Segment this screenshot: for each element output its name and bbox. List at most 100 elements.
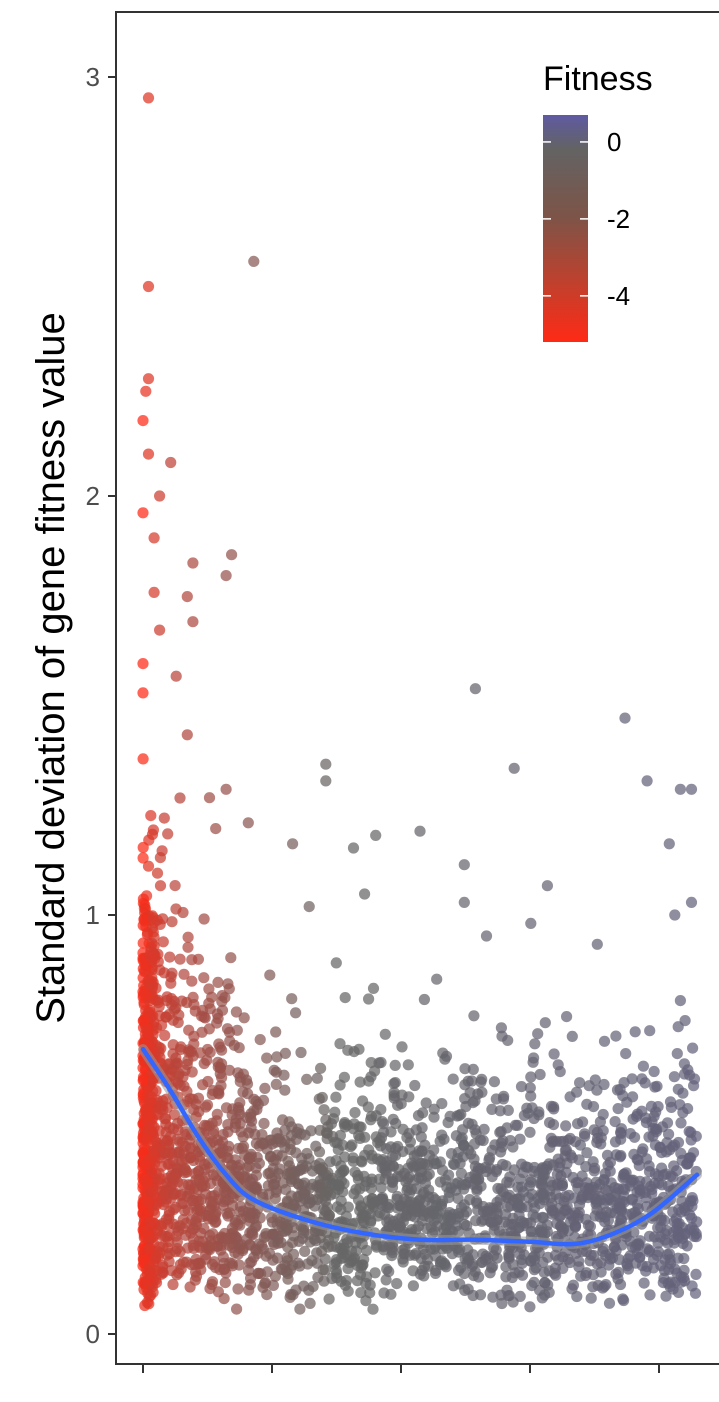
legend-breaks: 0 -2 -4 (543, 127, 630, 311)
data-point (355, 1287, 367, 1299)
data-point (369, 1065, 381, 1077)
data-point (320, 1114, 332, 1126)
data-point (555, 1170, 567, 1182)
data-point (295, 1046, 307, 1059)
data-point (330, 1091, 342, 1103)
data-point (253, 1157, 265, 1169)
data-point (597, 1108, 609, 1121)
data-point (162, 1149, 174, 1161)
data-point (684, 1224, 696, 1236)
data-point (248, 255, 260, 267)
data-point (610, 1268, 622, 1280)
data-point (526, 1102, 538, 1114)
data-point (600, 1279, 612, 1291)
data-point (330, 957, 342, 969)
data-point (339, 1121, 351, 1133)
data-point (323, 1293, 335, 1305)
data-point (161, 1231, 173, 1243)
data-point (572, 1209, 584, 1221)
data-point (215, 1244, 227, 1256)
data-point (138, 913, 150, 926)
data-point (335, 1195, 347, 1207)
data-point (207, 1128, 219, 1140)
legend-colorbar (543, 115, 588, 342)
data-point (491, 1214, 503, 1226)
data-point (179, 1205, 191, 1217)
data-point (672, 1136, 685, 1149)
data-point (361, 1271, 373, 1283)
data-point (565, 1149, 577, 1161)
data-point (275, 1263, 287, 1275)
data-point (560, 1120, 572, 1132)
data-point (538, 1169, 551, 1181)
data-point (303, 901, 315, 913)
data-point (473, 1271, 485, 1283)
data-point (281, 1255, 294, 1267)
data-point (591, 938, 603, 950)
data-point (266, 1138, 278, 1150)
data-point (381, 1201, 393, 1213)
data-point (516, 1257, 528, 1269)
data-point (201, 1120, 213, 1132)
data-point (145, 810, 157, 822)
data-point (517, 1220, 529, 1232)
data-point (346, 1139, 358, 1151)
data-point (455, 1134, 467, 1146)
data-point (508, 762, 520, 774)
data-point (188, 1038, 200, 1050)
data-point (620, 1167, 632, 1179)
data-point (468, 1010, 480, 1022)
data-point (428, 1111, 440, 1123)
data-point (209, 1216, 221, 1229)
data-point (541, 880, 554, 892)
data-point (223, 983, 235, 995)
data-point (436, 1164, 449, 1176)
legend-title: Fitness (543, 60, 653, 98)
data-point (231, 1303, 243, 1315)
data-point (507, 1296, 519, 1308)
data-point (411, 1160, 423, 1172)
data-point (252, 1267, 264, 1280)
data-point (409, 1079, 421, 1092)
data-point (648, 1065, 660, 1078)
data-point (174, 953, 186, 965)
data-point (366, 1173, 378, 1185)
data-point (168, 1109, 180, 1121)
data-point (514, 1201, 526, 1213)
data-point (452, 1177, 464, 1189)
data-point (445, 1212, 457, 1224)
data-point (684, 1069, 696, 1081)
data-point (472, 1204, 484, 1216)
data-point (224, 1257, 236, 1269)
data-point (636, 1073, 648, 1085)
data-point (159, 1189, 171, 1201)
data-point (398, 1167, 410, 1180)
data-point (648, 1110, 660, 1122)
data-point (478, 1123, 490, 1135)
data-point (137, 852, 149, 864)
data-point (339, 1151, 351, 1163)
data-point (492, 1182, 504, 1195)
data-point (495, 1022, 507, 1034)
data-point (254, 1034, 266, 1046)
data-point (637, 1143, 649, 1155)
data-point (409, 1249, 421, 1261)
data-point (314, 1124, 326, 1136)
data-point (664, 1096, 677, 1108)
data-point (142, 1196, 154, 1208)
data-point (342, 1285, 354, 1297)
data-point (679, 1015, 691, 1027)
data-point (142, 280, 155, 293)
data-point (663, 838, 675, 850)
data-point (431, 973, 443, 985)
data-point (524, 1126, 536, 1138)
data-point (592, 1132, 604, 1145)
data-point (525, 1226, 537, 1238)
data-point (233, 1042, 245, 1054)
data-point (339, 992, 351, 1004)
data-point (270, 1078, 282, 1090)
data-point (672, 1252, 684, 1264)
data-point (407, 1280, 419, 1292)
data-point (249, 1221, 261, 1233)
data-point (524, 1082, 536, 1094)
